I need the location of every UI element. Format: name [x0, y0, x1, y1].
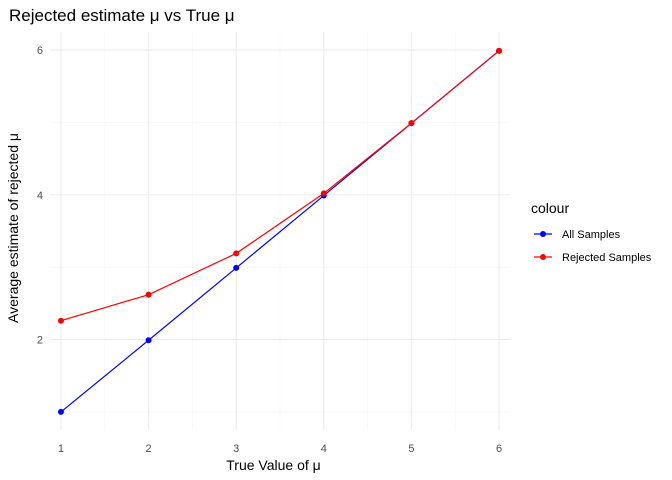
data-point: [496, 47, 503, 54]
x-tick-label: 2: [146, 443, 152, 455]
x-tick-label: 1: [58, 443, 64, 455]
legend-items: All Samples Rejected Samples: [534, 229, 652, 264]
x-axis-ticks: 1 2 3 4 5 6: [58, 443, 502, 455]
legend-label: Rejected Samples: [562, 252, 652, 264]
legend: colour All Samples Rejected Samples: [531, 200, 652, 264]
y-tick-label: 4: [37, 190, 43, 202]
data-point: [408, 120, 415, 127]
chart-title: Rejected estimate μ vs True μ: [9, 6, 235, 25]
x-axis-title: True Value of μ: [226, 457, 320, 473]
y-tick-label: 6: [37, 45, 43, 57]
data-point: [57, 408, 64, 415]
series-line: [60, 50, 500, 322]
grid: [50, 32, 510, 430]
data-point: [145, 337, 152, 344]
data-point: [233, 264, 240, 271]
legend-title: colour: [531, 200, 569, 216]
x-tick-label: 6: [496, 443, 502, 455]
data-point: [57, 317, 64, 324]
legend-item: All Samples: [534, 229, 621, 241]
legend-item: Rejected Samples: [534, 252, 652, 264]
data-point: [320, 190, 327, 197]
legend-key-point: [540, 231, 546, 237]
series-rejected-samples: [57, 47, 503, 324]
x-tick-label: 3: [233, 443, 239, 455]
y-axis-title: Average estimate of rejected μ: [5, 133, 21, 323]
x-tick-label: 4: [321, 443, 327, 455]
legend-label: All Samples: [562, 229, 621, 241]
data-point: [233, 250, 240, 257]
legend-key-point: [540, 254, 546, 260]
y-tick-label: 2: [37, 335, 43, 347]
y-axis-ticks: 2 4 6: [37, 45, 43, 346]
x-tick-label: 5: [408, 443, 414, 455]
series-layer: [57, 47, 503, 415]
data-point: [145, 291, 152, 298]
